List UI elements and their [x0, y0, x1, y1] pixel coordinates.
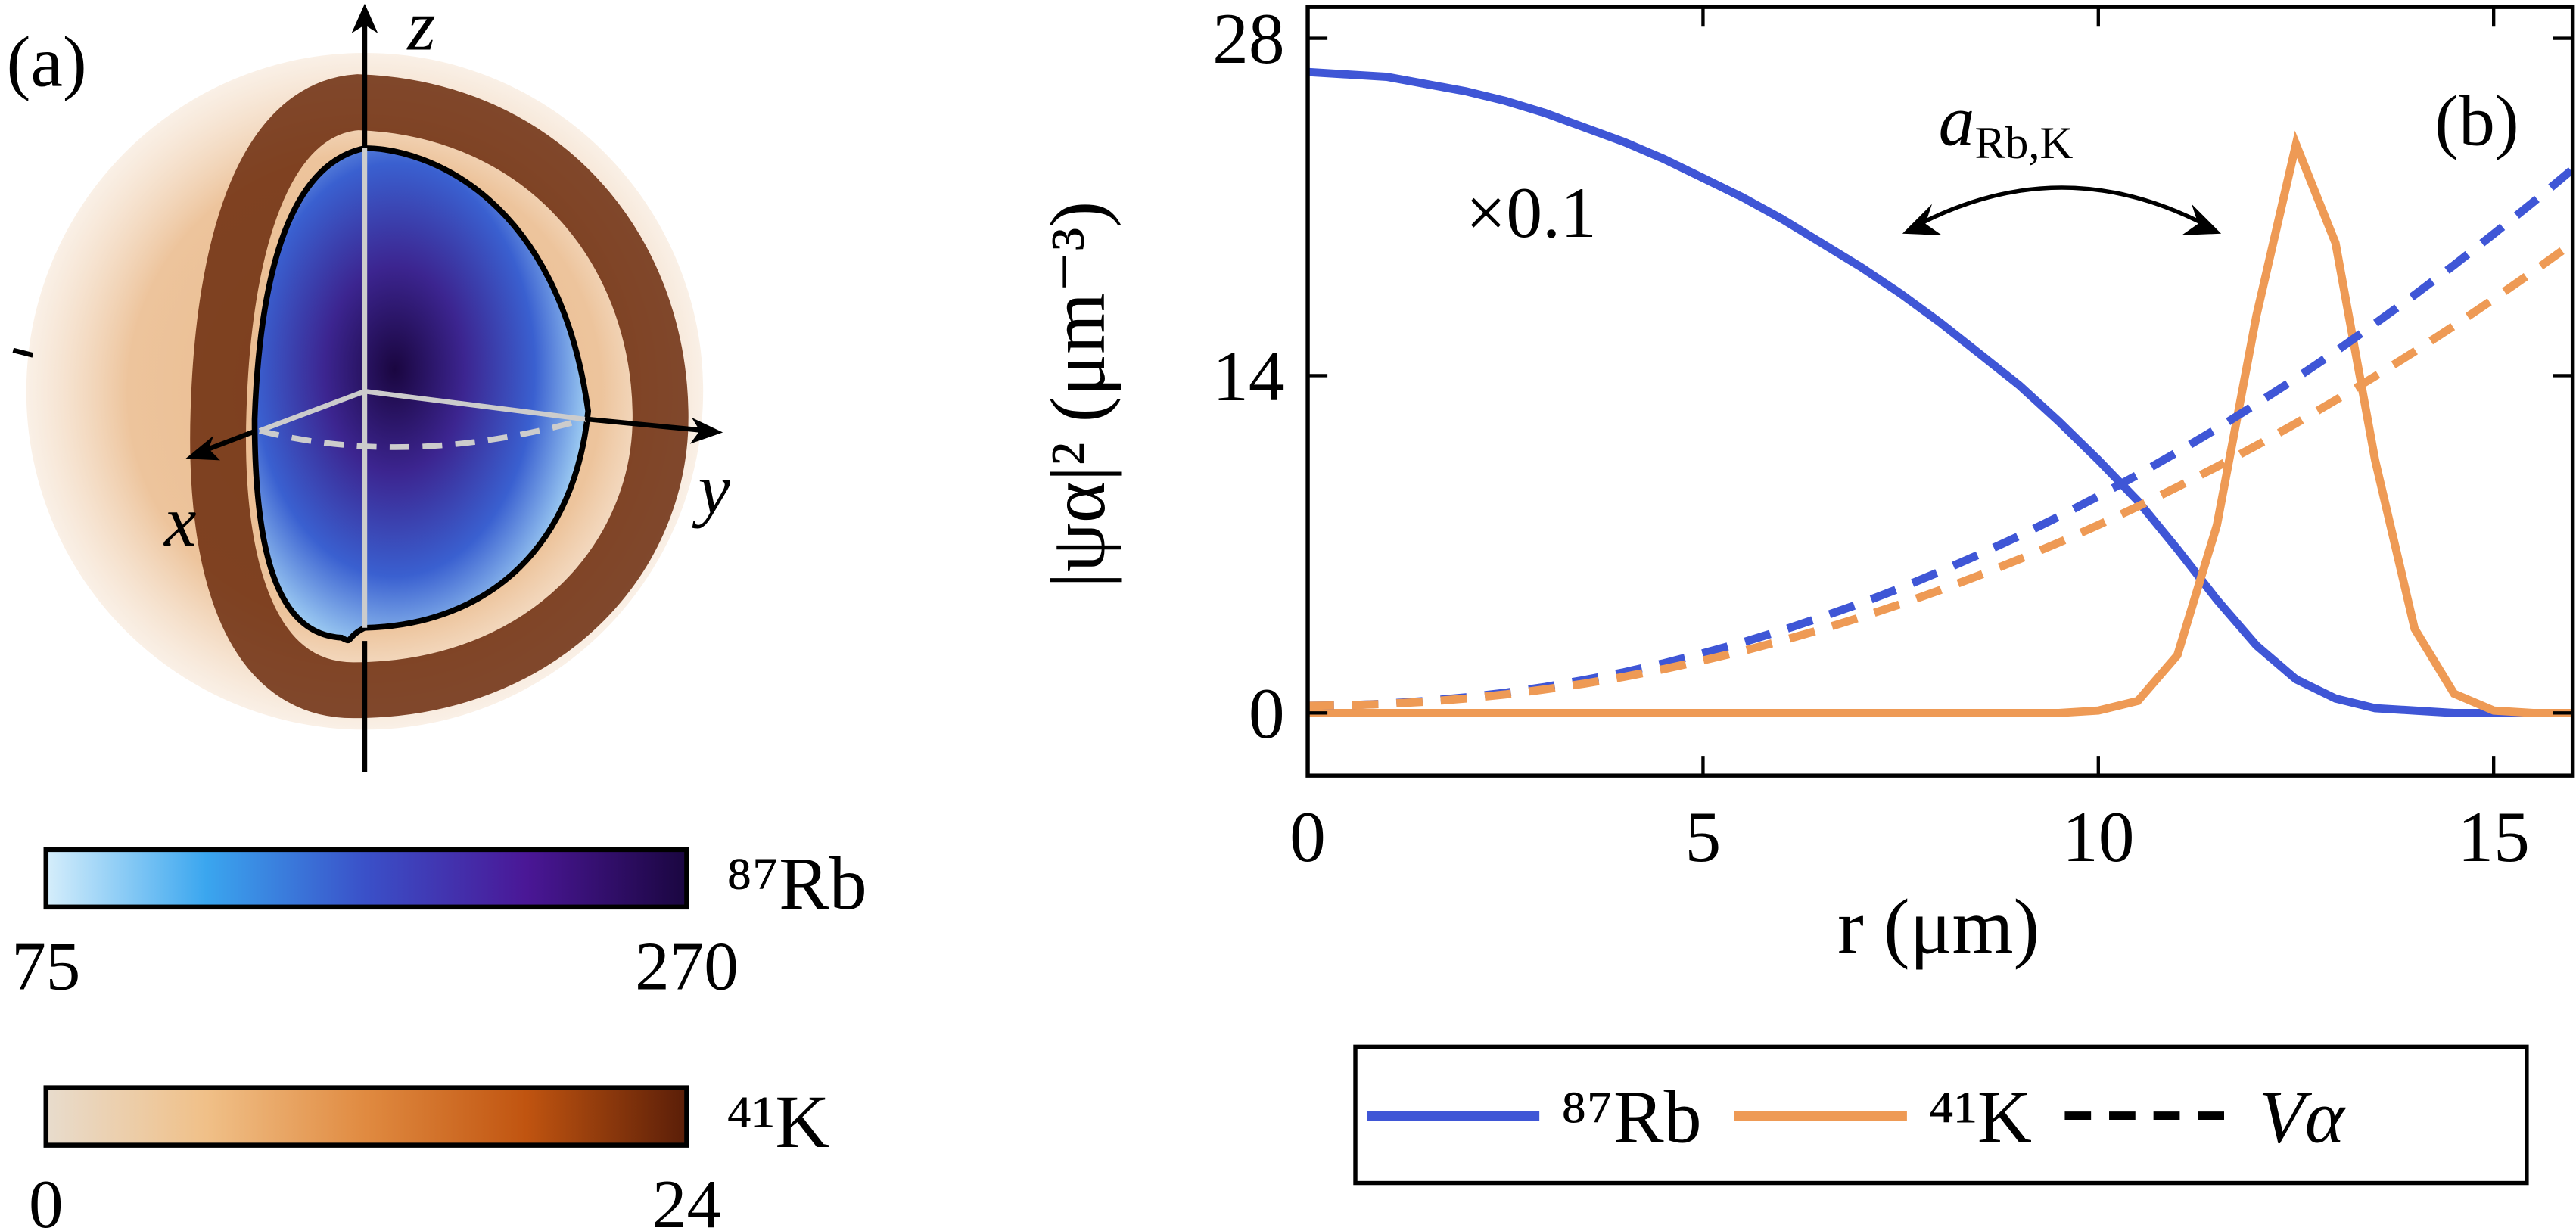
legend-label: ⁸⁷Rb: [1560, 1074, 1701, 1158]
colorbar-label: ⁴¹K: [726, 1080, 830, 1164]
x-tick-label: 5: [1685, 797, 1722, 877]
y-tick-label: 14: [1212, 336, 1285, 416]
x-tick-label: 10: [2062, 797, 2135, 877]
arrowhead: [2181, 204, 2222, 235]
y-tick-label: 0: [1249, 673, 1285, 754]
density-line: [1307, 67, 2573, 717]
colorbar-tick-label: 75: [11, 928, 80, 1004]
axis-label: z: [406, 0, 435, 66]
arrowhead: [1902, 204, 1943, 235]
panel-label: (b): [2434, 81, 2518, 161]
x-axis-label: r (μm): [1837, 883, 2039, 971]
legend-label: Vα: [2259, 1074, 2347, 1158]
potential-line: [1307, 239, 2575, 710]
arrow: [1912, 185, 2211, 229]
colorbar-tick-label: 0: [29, 1166, 64, 1231]
annotation: ×0.1: [1465, 173, 1596, 253]
legend-frame: [1353, 1044, 2529, 1186]
density-render: [12, 3, 723, 772]
axis-label: y: [692, 449, 731, 529]
colorbar-tick-label: 24: [652, 1166, 721, 1231]
colorbar: [43, 1085, 689, 1148]
annotation: aRb,K: [1939, 81, 2074, 169]
colorbar: [43, 847, 689, 910]
x-tick-label: 0: [1290, 797, 1326, 877]
axis-label: x: [163, 481, 196, 561]
x-tick-label: 15: [2457, 797, 2530, 877]
colorbar-tick-label: 270: [635, 928, 739, 1004]
y-tick-label: 28: [1212, 0, 1285, 79]
legend-label: ⁴¹K: [1928, 1074, 2032, 1158]
colorbar-label: ⁸⁷Rb: [726, 841, 867, 925]
plot-frame: [1305, 5, 2575, 778]
y-axis-label: |ψα|² (μm⁻³): [1034, 201, 1122, 588]
annotation-main: a: [1939, 81, 1975, 161]
panel-label: (a): [7, 21, 87, 101]
annotation-sub: Rb,K: [1974, 118, 2073, 169]
